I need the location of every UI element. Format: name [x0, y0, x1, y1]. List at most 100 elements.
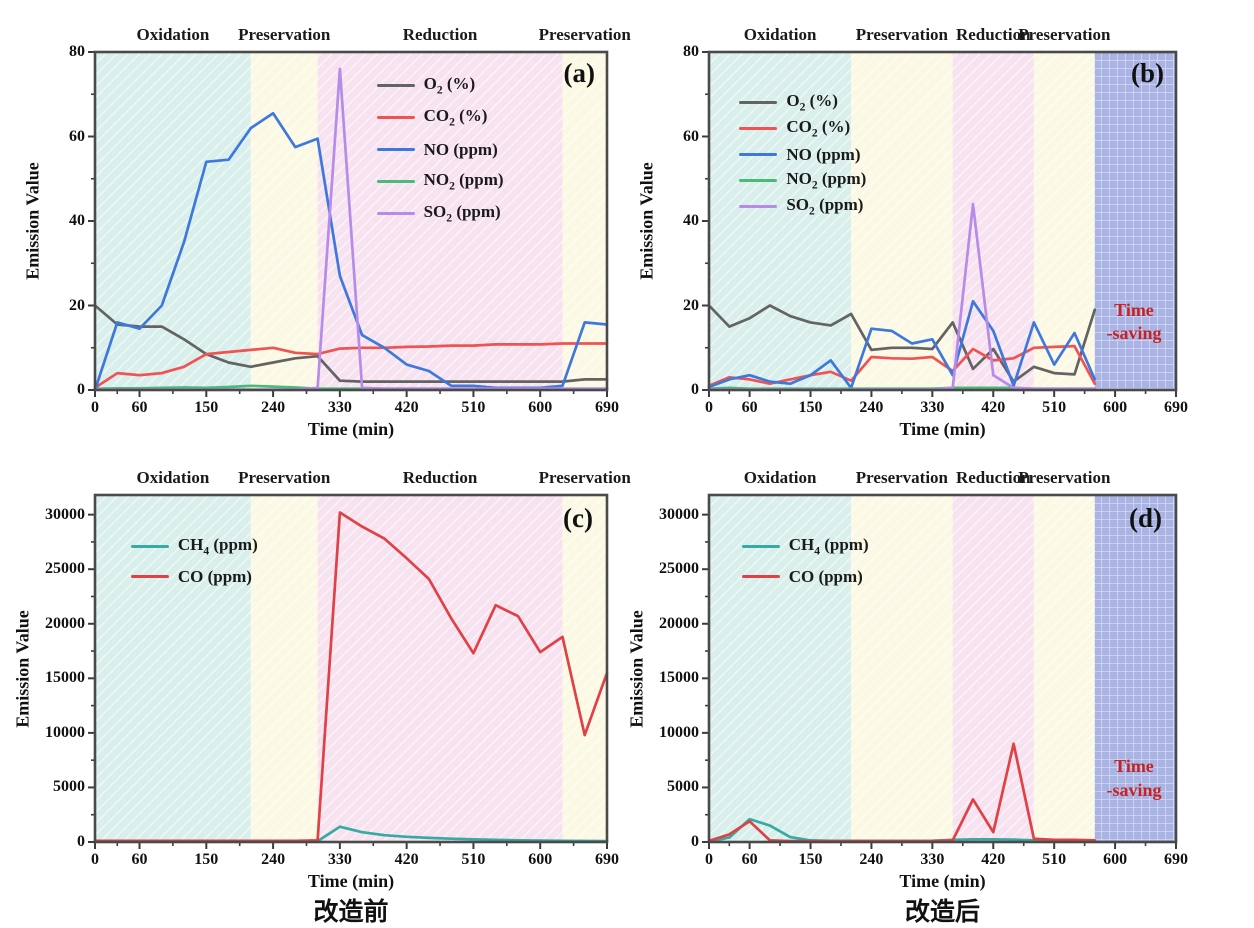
- phase-label-preservation: Preservation: [538, 468, 631, 487]
- y-tick-label: 5000: [667, 778, 699, 796]
- x-axis-title-a: Time (min): [307, 419, 395, 439]
- legend-label: CH4 (ppm): [177, 535, 258, 558]
- panel-a: Oxidation Preservation Reduction Preservati…: [23, 25, 631, 439]
- legend-label: CH4 (ppm): [788, 535, 869, 558]
- x-tick-label: 420: [981, 399, 1006, 416]
- panel-d: Oxidation Preservation Reduction Preservati…: [627, 468, 1189, 926]
- y-tick-label: 40: [683, 212, 699, 229]
- legend-label: NO2 (ppm): [423, 170, 504, 193]
- legend-label: SO2 (ppm): [786, 195, 864, 218]
- phase-label-preservation: Preservation: [855, 468, 948, 487]
- x-tick-label: 420: [981, 851, 1006, 868]
- x-axis-title-b: Time (min): [899, 419, 986, 439]
- time-saving-note-d: Time -saving: [1106, 755, 1161, 802]
- y-tick-label: 15000: [45, 669, 85, 687]
- phase-label-preservation: Preservation: [238, 25, 331, 44]
- legend-line-swatch: [739, 178, 778, 183]
- legend-line-swatch: [376, 179, 415, 184]
- legend-item-no: NO (ppm): [739, 145, 866, 165]
- legend-item-so2: SO2 (ppm): [376, 202, 504, 225]
- y-tick-label: 20000: [659, 614, 699, 632]
- legend-item-co: CO (ppm): [741, 567, 869, 587]
- y-tick-label: 5000: [53, 778, 85, 796]
- x-tick-label: 60: [131, 399, 148, 416]
- legend-d: CH4 (ppm) CO (ppm): [741, 535, 869, 587]
- legend-line-swatch: [376, 211, 415, 216]
- legend-c: CH4 (ppm) CO (ppm): [130, 535, 258, 587]
- y-tick-label: 20000: [45, 614, 85, 632]
- legend-label: O2 (%): [423, 74, 476, 97]
- legend-b: O2 (%) CO2 (%) NO (ppm) NO2 (ppm) SO2 (ppm): [739, 91, 866, 218]
- phase-row-b: Oxidation Preservation Reduction Preservati…: [709, 25, 1176, 47]
- phase-label-reduction: Reduction: [402, 25, 478, 44]
- y-tick-label: 80: [683, 43, 699, 60]
- x-tick-label: 510: [1042, 399, 1067, 416]
- x-tick-label: 690: [595, 851, 619, 868]
- legend-line-swatch: [376, 147, 415, 152]
- y-tick-label: 60: [683, 127, 699, 145]
- panel-label-c: (c): [563, 503, 593, 533]
- y-axis-title-c: Emission Value: [12, 609, 33, 728]
- panel-label-d: (d): [1129, 503, 1162, 533]
- x-tick-label: 330: [327, 399, 352, 416]
- legend-line-swatch: [741, 544, 780, 549]
- legend-label: SO2 (ppm): [423, 202, 501, 225]
- phase-label-oxidation: Oxidation: [136, 25, 210, 44]
- x-tick-label: 60: [741, 851, 758, 868]
- x-axis-title-c: Time (min): [307, 871, 395, 891]
- y-tick-label: 10000: [45, 723, 85, 741]
- y-tick-label: 0: [77, 833, 85, 850]
- legend-item-ch4: CH4 (ppm): [130, 535, 258, 558]
- legend-line-swatch: [739, 100, 778, 105]
- x-tick-label: 240: [859, 851, 884, 868]
- x-tick-label: 510: [1042, 851, 1067, 868]
- y-tick-label: 60: [69, 127, 85, 145]
- phase-label-reduction: Reduction: [955, 25, 1031, 44]
- x-tick-label: 0: [91, 399, 99, 416]
- legend-line-swatch: [130, 574, 169, 579]
- legend-item-so2: SO2 (ppm): [739, 195, 866, 218]
- phase-label-preservation: Preservation: [1018, 25, 1111, 44]
- y-axis-title-b: Emission Value: [636, 162, 657, 280]
- x-tick-label: 150: [194, 399, 219, 416]
- x-tick-label: 0: [705, 851, 713, 868]
- legend-label: NO (ppm): [786, 144, 861, 164]
- panel-c: Oxidation Preservation Reduction Preservati…: [13, 468, 631, 926]
- y-tick-label: 0: [77, 381, 85, 398]
- phase-label-reduction: Reduction: [402, 468, 478, 487]
- caption-after: 改造后: [904, 898, 981, 926]
- legend-label: CO (ppm): [177, 566, 252, 586]
- x-tick-label: 600: [528, 851, 553, 868]
- x-tick-label: 0: [91, 851, 99, 868]
- chart-canvas-b: [702, 50, 1178, 397]
- x-tick-label: 150: [194, 851, 219, 868]
- x-tick-label: 330: [920, 851, 945, 868]
- legend-line-swatch: [739, 126, 778, 131]
- phase-label-oxidation: Oxidation: [743, 468, 817, 487]
- panel-label-b: (b): [1131, 58, 1164, 88]
- x-tick-label: 240: [859, 399, 884, 416]
- x-tick-label: 600: [528, 399, 553, 416]
- x-tick-label: 150: [798, 851, 823, 868]
- y-tick-label: 0: [691, 381, 699, 398]
- y-tick-label: 10000: [659, 723, 699, 741]
- legend-line-swatch: [376, 83, 415, 88]
- legend-item-ch4: CH4 (ppm): [741, 535, 869, 558]
- legend-line-swatch: [739, 152, 778, 157]
- x-tick-label: 60: [741, 399, 758, 416]
- x-tick-label: 240: [261, 851, 286, 868]
- panel-label-a: (a): [563, 58, 595, 88]
- x-tick-label: 510: [461, 851, 486, 868]
- x-tick-label: 330: [327, 851, 352, 868]
- x-tick-label: 0: [705, 399, 713, 416]
- legend-item-co2: CO2 (%): [739, 117, 866, 140]
- time-saving-note-b: Time -saving: [1106, 299, 1161, 346]
- phase-label-oxidation: Oxidation: [136, 468, 210, 487]
- y-tick-label: 30000: [45, 505, 85, 523]
- legend-label: CO2 (%): [423, 106, 488, 129]
- phase-label-preservation: Preservation: [538, 25, 631, 44]
- y-axis-title-a: Emission Value: [22, 162, 43, 280]
- x-axis-title-d: Time (min): [899, 871, 986, 891]
- x-tick-label: 420: [394, 399, 419, 416]
- legend-a: O2 (%) CO2 (%) NO (ppm) NO2 (ppm) SO2 (ppm): [376, 74, 504, 225]
